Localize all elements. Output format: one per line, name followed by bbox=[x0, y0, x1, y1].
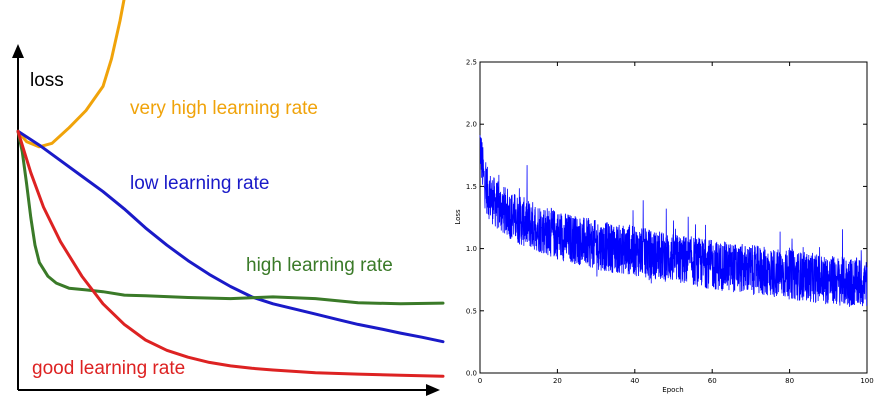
y-axis-title: Loss bbox=[454, 209, 462, 225]
label-low-learning-rate: low learning rate bbox=[130, 173, 269, 194]
x-tick-label: 40 bbox=[630, 377, 639, 385]
curve-labels: very high learning rate low learning rat… bbox=[32, 98, 393, 379]
y-tick-label: 1.0 bbox=[466, 245, 477, 253]
y-axis-arrow bbox=[12, 44, 24, 58]
epoch-loss-chart: 0 20 40 60 80 100 0.0 0.5 1.0 1.5 2.0 2.5 Epoch Los… bbox=[454, 59, 874, 395]
y-tick-label: 1.5 bbox=[466, 183, 477, 191]
x-tick-label: 60 bbox=[708, 377, 717, 385]
x-axis-title: Epoch bbox=[662, 386, 683, 394]
y-tick-label: 2.5 bbox=[466, 59, 477, 67]
y-tick-label: 0.0 bbox=[466, 370, 477, 378]
x-axis-arrow bbox=[426, 384, 440, 396]
series bbox=[479, 135, 868, 307]
y-axis-label: loss bbox=[30, 70, 64, 91]
label-very-high-learning-rate: very high learning rate bbox=[130, 98, 318, 119]
y-tick-label: 2.0 bbox=[466, 121, 477, 129]
label-good-learning-rate: good learning rate bbox=[32, 358, 185, 379]
ticks: 0 20 40 60 80 100 0.0 0.5 1.0 1.5 2.0 2.5 bbox=[466, 59, 874, 386]
x-tick-label: 100 bbox=[860, 377, 873, 385]
loss-series-line bbox=[479, 135, 868, 307]
x-tick-label: 0 bbox=[478, 377, 482, 385]
learning-rate-chart: loss very high learning rate low learnin… bbox=[12, 0, 445, 396]
series-line-low-learning-rate bbox=[16, 129, 445, 344]
x-tick-label: 20 bbox=[553, 377, 562, 385]
curves bbox=[16, 0, 445, 378]
x-tick-label: 80 bbox=[785, 377, 794, 385]
series-line-very-high-learning-rate bbox=[16, 0, 126, 149]
series-line-good-learning-rate bbox=[16, 129, 445, 378]
label-high-learning-rate: high learning rate bbox=[246, 255, 393, 276]
left-axes: loss bbox=[12, 44, 440, 396]
y-tick-label: 0.5 bbox=[466, 307, 477, 315]
plot-frame bbox=[479, 61, 868, 374]
